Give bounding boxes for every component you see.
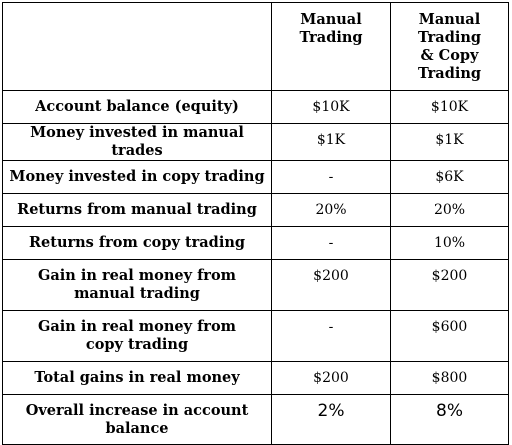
row-label: Account balance (equity) [2,90,272,124]
copy-value: 10% [390,226,509,260]
row-label: Money invested in manual trades [2,123,272,161]
table-row: Total gains in real money $200 $800 [2,361,509,395]
header-row: Manual Trading Manual Trading & Copy Tra… [2,2,509,91]
row-label: Overall increase in account balance [2,394,272,445]
copy-value: $1K [390,123,509,161]
header-manual-and-copy-trading: Manual Trading & Copy Trading [390,2,509,91]
copy-value: $10K [390,90,509,124]
copy-value: 20% [390,193,509,227]
manual-value: 20% [271,193,391,227]
table-row: Money invested in manual trades $1K $1K [2,123,509,161]
table-row: Overall increase in account balance 2% 8… [2,394,509,445]
manual-value: $1K [271,123,391,161]
manual-value: 2% [271,394,391,445]
manual-value: - [271,310,391,362]
table-row: Returns from copy trading - 10% [2,226,509,260]
table-row: Gain in real money from copy trading - $… [2,310,509,362]
row-label: Returns from copy trading [2,226,272,260]
copy-value: $6K [390,160,509,194]
table-row: Money invested in copy trading - $6K [2,160,509,194]
table-row: Gain in real money from manual trading $… [2,259,509,311]
manual-value: - [271,226,391,260]
table-row: Account balance (equity) $10K $10K [2,90,509,124]
copy-value: 8% [390,394,509,445]
row-label: Gain in real money from copy trading [2,310,272,362]
manual-value: $200 [271,259,391,311]
manual-value: - [271,160,391,194]
row-label: Returns from manual trading [2,193,272,227]
copy-value: $600 [390,310,509,362]
row-label: Money invested in copy trading [2,160,272,194]
row-label: Total gains in real money [2,361,272,395]
header-manual-trading: Manual Trading [271,2,391,91]
table-row: Returns from manual trading 20% 20% [2,193,509,227]
copy-value: $200 [390,259,509,311]
copy-value: $800 [390,361,509,395]
manual-value: $10K [271,90,391,124]
manual-value: $200 [271,361,391,395]
header-empty-cell [2,2,272,91]
row-label: Gain in real money from manual trading [2,259,272,311]
